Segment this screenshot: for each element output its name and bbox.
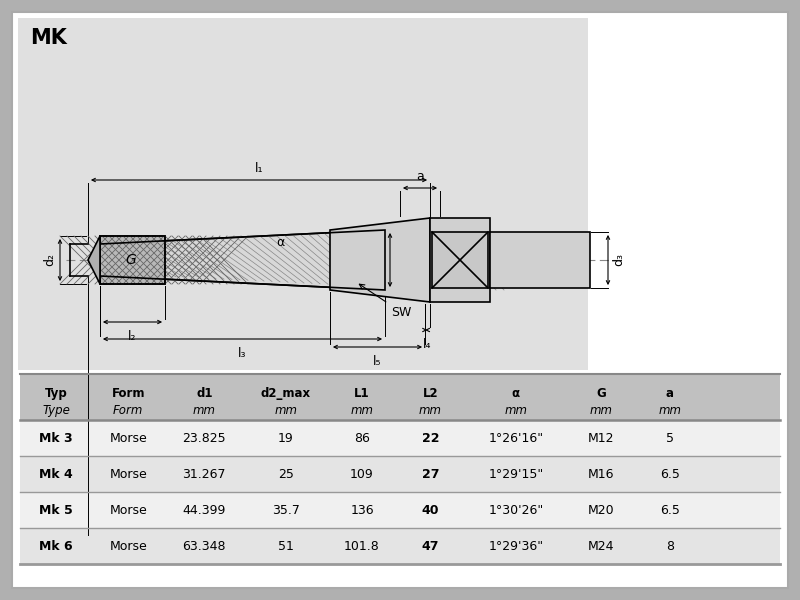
Text: 23.825: 23.825 — [182, 431, 226, 445]
Text: mm: mm — [419, 404, 442, 417]
Text: l₂: l₂ — [128, 330, 137, 343]
Text: Morse: Morse — [110, 431, 147, 445]
Text: 5: 5 — [666, 431, 674, 445]
Text: 44.399: 44.399 — [182, 503, 226, 517]
Text: mm: mm — [658, 404, 682, 417]
Text: d₂: d₂ — [43, 253, 56, 266]
Text: mm: mm — [193, 404, 216, 417]
Polygon shape — [490, 232, 590, 288]
Text: Mk 5: Mk 5 — [39, 503, 73, 517]
Text: 27: 27 — [422, 467, 439, 481]
Text: 31.267: 31.267 — [182, 467, 226, 481]
Polygon shape — [330, 218, 430, 302]
Text: 6.5: 6.5 — [660, 467, 680, 481]
Text: Form: Form — [113, 404, 143, 417]
FancyBboxPatch shape — [18, 18, 588, 370]
Text: l₄: l₄ — [423, 338, 432, 351]
Text: mm: mm — [590, 404, 613, 417]
Text: 109: 109 — [350, 467, 374, 481]
Text: M12: M12 — [588, 431, 614, 445]
Text: α: α — [512, 387, 520, 400]
Text: 8: 8 — [666, 539, 674, 553]
Polygon shape — [430, 218, 490, 302]
Text: Morse: Morse — [110, 539, 147, 553]
Text: l₁: l₁ — [254, 162, 263, 175]
Text: Morse: Morse — [110, 503, 147, 517]
Text: Morse: Morse — [110, 467, 147, 481]
Text: 35.7: 35.7 — [272, 503, 300, 517]
Text: 101.8: 101.8 — [344, 539, 380, 553]
Text: α: α — [276, 235, 284, 248]
Text: mm: mm — [504, 404, 527, 417]
Text: 6.5: 6.5 — [660, 503, 680, 517]
Text: 1°30'26": 1°30'26" — [488, 503, 543, 517]
Text: 1°26'16": 1°26'16" — [488, 431, 543, 445]
Text: l₃: l₃ — [238, 347, 246, 360]
Text: L2: L2 — [422, 387, 438, 400]
FancyBboxPatch shape — [12, 12, 788, 588]
Text: d₃: d₃ — [612, 253, 625, 266]
Text: 51: 51 — [278, 539, 294, 553]
Text: mm: mm — [350, 404, 374, 417]
Text: M16: M16 — [588, 467, 614, 481]
Text: Typ: Typ — [45, 387, 67, 400]
FancyBboxPatch shape — [20, 420, 780, 456]
Text: 1°29'15": 1°29'15" — [488, 467, 543, 481]
Text: a: a — [416, 170, 424, 183]
Text: Mk 6: Mk 6 — [39, 539, 73, 553]
Text: Type: Type — [42, 404, 70, 417]
Text: 47: 47 — [422, 539, 439, 553]
Text: 63.348: 63.348 — [182, 539, 226, 553]
Text: 86: 86 — [354, 431, 370, 445]
Text: SW: SW — [359, 284, 411, 319]
Text: d₁: d₁ — [395, 259, 408, 271]
FancyBboxPatch shape — [20, 456, 780, 492]
Text: L1: L1 — [354, 387, 370, 400]
Text: 22: 22 — [422, 431, 439, 445]
Text: 136: 136 — [350, 503, 374, 517]
Text: G: G — [125, 253, 136, 267]
Text: d2_max: d2_max — [261, 387, 311, 400]
Polygon shape — [100, 236, 165, 284]
FancyBboxPatch shape — [20, 492, 780, 528]
Text: M20: M20 — [588, 503, 614, 517]
FancyBboxPatch shape — [20, 528, 780, 564]
Text: 19: 19 — [278, 431, 294, 445]
Text: d1: d1 — [196, 387, 213, 400]
Text: Form: Form — [111, 387, 145, 400]
Polygon shape — [88, 236, 100, 284]
Text: M24: M24 — [588, 539, 614, 553]
FancyBboxPatch shape — [20, 374, 780, 420]
Text: l₅: l₅ — [374, 355, 382, 368]
Text: 40: 40 — [422, 503, 439, 517]
FancyBboxPatch shape — [432, 232, 488, 288]
Text: a: a — [666, 387, 674, 400]
Text: mm: mm — [274, 404, 298, 417]
Text: Mk 4: Mk 4 — [39, 467, 73, 481]
Text: G: G — [597, 387, 606, 400]
Text: MK: MK — [30, 28, 67, 48]
Text: 1°29'36": 1°29'36" — [488, 539, 543, 553]
Text: 25: 25 — [278, 467, 294, 481]
Text: Mk 3: Mk 3 — [39, 431, 73, 445]
Polygon shape — [100, 230, 385, 290]
